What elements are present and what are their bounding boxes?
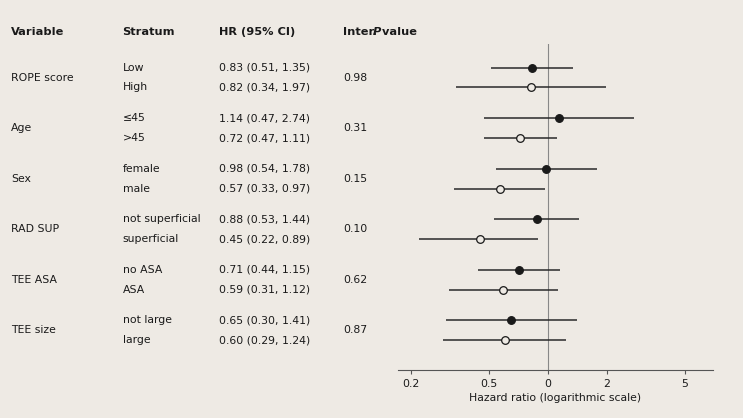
- Text: TEE size: TEE size: [11, 325, 56, 335]
- Text: value: value: [378, 27, 417, 37]
- Text: 0.88 (0.53, 1.44): 0.88 (0.53, 1.44): [219, 214, 311, 224]
- Text: P: P: [373, 27, 381, 37]
- Text: ASA: ASA: [123, 285, 145, 295]
- Text: 0.82 (0.34, 1.97): 0.82 (0.34, 1.97): [219, 82, 311, 92]
- Text: Variable: Variable: [11, 27, 65, 37]
- Text: 0.15: 0.15: [343, 173, 367, 184]
- Text: 0.98: 0.98: [343, 73, 367, 83]
- Text: 0.45 (0.22, 0.89): 0.45 (0.22, 0.89): [219, 234, 311, 244]
- Text: 0.98 (0.54, 1.78): 0.98 (0.54, 1.78): [219, 164, 311, 174]
- Text: female: female: [123, 164, 160, 174]
- Text: 0.72 (0.47, 1.11): 0.72 (0.47, 1.11): [219, 133, 311, 143]
- X-axis label: Hazard ratio (logarithmic scale): Hazard ratio (logarithmic scale): [470, 393, 641, 403]
- Text: RAD SUP: RAD SUP: [11, 224, 59, 234]
- Text: 0.62: 0.62: [343, 275, 367, 285]
- Text: Stratum: Stratum: [123, 27, 175, 37]
- Text: Inter.: Inter.: [343, 27, 381, 37]
- Text: 0.65 (0.30, 1.41): 0.65 (0.30, 1.41): [219, 315, 311, 325]
- Text: not superficial: not superficial: [123, 214, 200, 224]
- Text: ROPE score: ROPE score: [11, 73, 74, 83]
- Text: no ASA: no ASA: [123, 265, 162, 275]
- Text: 0.59 (0.31, 1.12): 0.59 (0.31, 1.12): [219, 285, 311, 295]
- Text: TEE ASA: TEE ASA: [11, 275, 57, 285]
- Text: 1.14 (0.47, 2.74): 1.14 (0.47, 2.74): [219, 113, 310, 123]
- Text: not large: not large: [123, 315, 172, 325]
- Text: male: male: [123, 184, 149, 194]
- Text: 0.10: 0.10: [343, 224, 368, 234]
- Text: large: large: [123, 335, 150, 345]
- Text: >45: >45: [123, 133, 146, 143]
- Text: 0.83 (0.51, 1.35): 0.83 (0.51, 1.35): [219, 63, 311, 73]
- Text: 0.71 (0.44, 1.15): 0.71 (0.44, 1.15): [219, 265, 311, 275]
- Text: High: High: [123, 82, 148, 92]
- Text: Age: Age: [11, 123, 33, 133]
- Text: 0.87: 0.87: [343, 325, 367, 335]
- Text: ≤45: ≤45: [123, 113, 146, 123]
- Text: 0.31: 0.31: [343, 123, 367, 133]
- Text: HR (95% CI): HR (95% CI): [219, 27, 296, 37]
- Text: superficial: superficial: [123, 234, 179, 244]
- Text: Sex: Sex: [11, 173, 31, 184]
- Text: 0.57 (0.33, 0.97): 0.57 (0.33, 0.97): [219, 184, 311, 194]
- Text: 0.60 (0.29, 1.24): 0.60 (0.29, 1.24): [219, 335, 311, 345]
- Text: Low: Low: [123, 63, 144, 73]
